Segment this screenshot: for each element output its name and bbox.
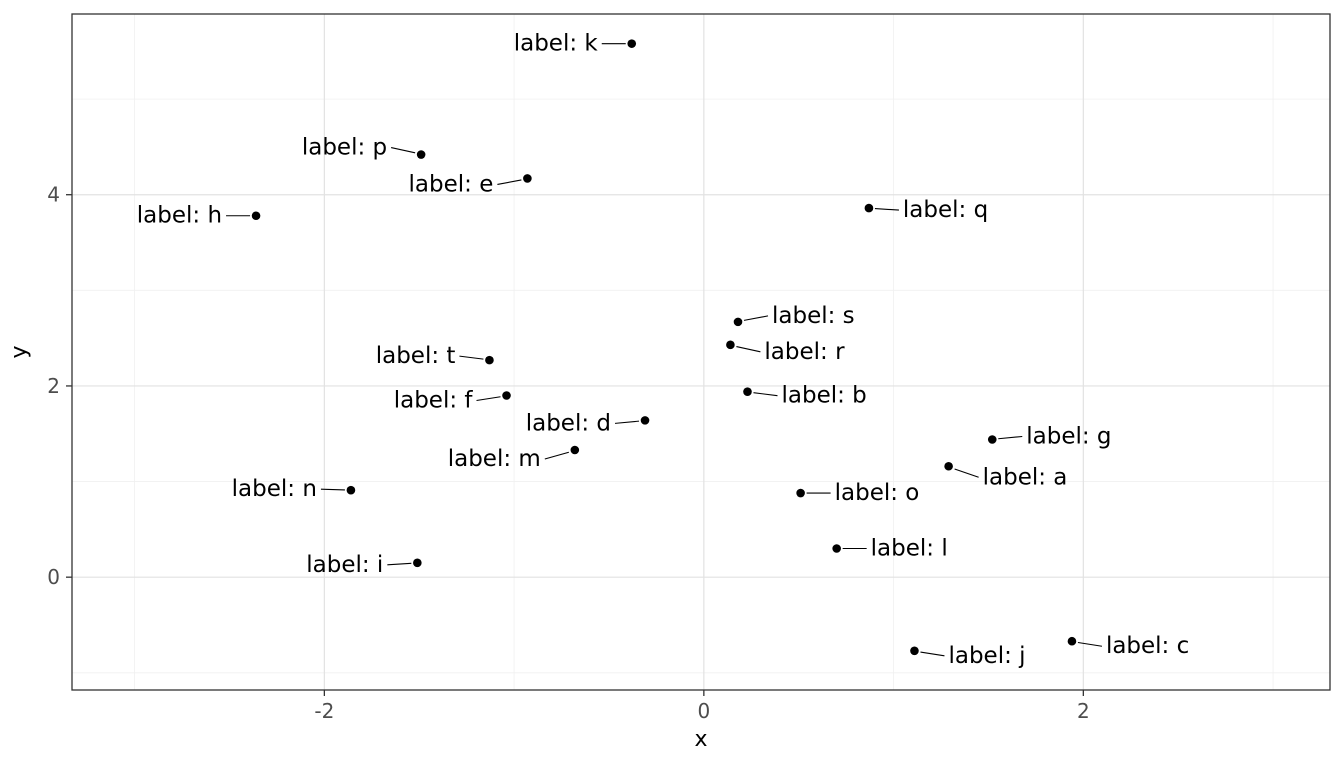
point-label: label: r [764, 339, 845, 365]
point-label: label: c [1106, 633, 1189, 659]
label-segment [459, 355, 484, 360]
point-label: label: p [302, 135, 387, 161]
data-point [485, 355, 494, 365]
label-segment [544, 451, 569, 460]
point-label: label: j [948, 643, 1025, 669]
y-tick-label: 0 [47, 565, 60, 589]
label-segment [954, 468, 979, 478]
point-label: label: t [376, 343, 456, 369]
data-point [627, 39, 637, 48]
data-point [743, 387, 752, 396]
label-segment [736, 346, 761, 353]
point-label: label: f [394, 388, 474, 414]
data-point [733, 317, 743, 327]
point-label: label: n [232, 476, 317, 502]
point-label: label: e [409, 171, 494, 197]
point-label: label: l [871, 535, 948, 561]
label-segment [753, 392, 778, 397]
data-point [796, 488, 805, 498]
data-point [416, 150, 426, 159]
point-label: label: s [772, 303, 855, 329]
label-segment [497, 179, 522, 185]
point-label: label: k [514, 31, 599, 57]
data-point [251, 211, 261, 221]
label-segment [387, 562, 412, 566]
y-axis-title: y [7, 345, 32, 358]
x-axis-title: x [694, 727, 707, 752]
data-point [346, 485, 356, 495]
label-segment [614, 420, 640, 424]
point-label: label: h [137, 203, 222, 229]
label-segment [1077, 641, 1103, 647]
label-segment [391, 147, 416, 154]
point-label: label: q [903, 197, 988, 223]
label-segment [476, 396, 501, 402]
panel-border [71, 13, 1331, 691]
data-point [570, 445, 580, 455]
y-tick-label: 4 [47, 183, 60, 207]
y-tick-label: 2 [47, 374, 60, 398]
data-point [864, 203, 874, 213]
point-label: label: m [448, 446, 541, 472]
label-segment [743, 315, 769, 321]
point-label: label: o [835, 480, 920, 506]
label-segment [920, 651, 945, 657]
label-segment [874, 208, 899, 211]
data-point [502, 391, 511, 400]
point-label: label: i [306, 552, 383, 578]
data-point [944, 461, 953, 471]
point-label: label: g [1026, 423, 1111, 449]
data-point [1067, 636, 1077, 646]
data-point [640, 416, 650, 425]
point-label: label: d [526, 410, 611, 436]
x-tick-label: 0 [697, 699, 710, 723]
data-point [832, 544, 841, 553]
data-point [413, 558, 422, 568]
label-segment [998, 435, 1023, 440]
data-point [910, 646, 919, 656]
panel-background [72, 14, 1330, 690]
data-point [726, 340, 735, 350]
data-point [523, 174, 532, 183]
data-point [987, 435, 997, 444]
x-tick-label: -2 [314, 699, 334, 723]
point-label: label: a [983, 464, 1068, 490]
point-label: label: b [781, 383, 866, 409]
label-segment [320, 488, 345, 491]
x-tick-label: 2 [1077, 699, 1090, 723]
